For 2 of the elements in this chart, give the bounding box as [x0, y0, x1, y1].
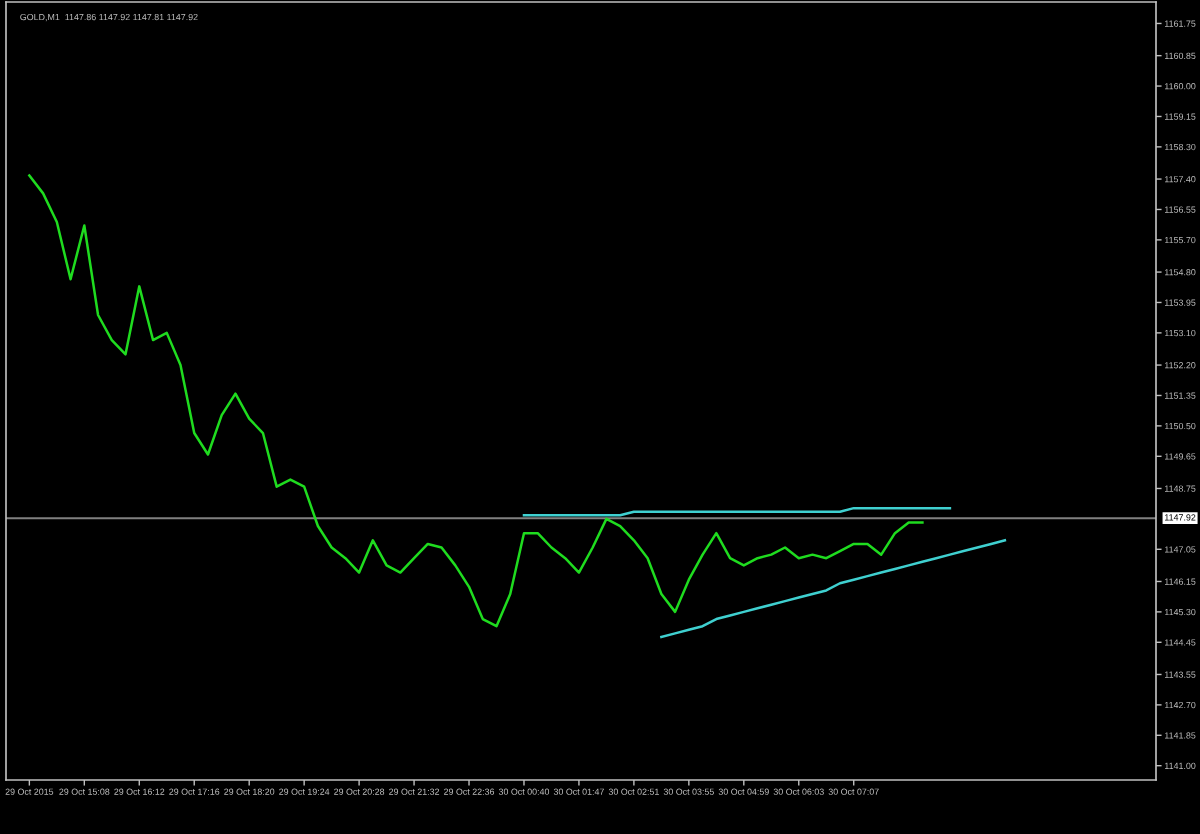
line-series [28, 174, 924, 628]
line-series [660, 539, 1007, 639]
